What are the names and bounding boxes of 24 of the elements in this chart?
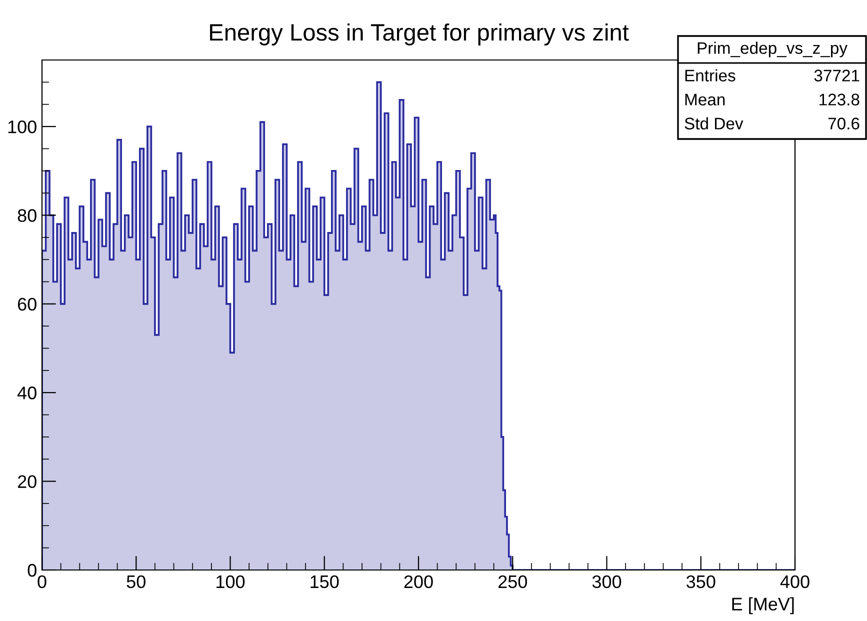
x-tick-label: 200 [404, 575, 433, 588]
y-tick-label: 60 [18, 298, 36, 311]
y-tick-label: 40 [17, 386, 36, 400]
y-tick-label: 100 [8, 120, 36, 134]
annotation: Std Dev [684, 117, 744, 130]
chart-title: Energy Loss in Target for primary vs zint [210, 23, 629, 46]
text: 37721 [814, 70, 860, 82]
x-tick-label: 50 [126, 575, 146, 588]
y-tick-label: 20 [18, 475, 36, 488]
x-tick-label: 100 [216, 575, 245, 588]
x-tick-label: 350 [686, 575, 716, 588]
y-tick-label: 0 [28, 564, 36, 577]
x-axis-title: E [MeV] [732, 597, 794, 614]
annotation: Entries [685, 69, 736, 82]
x-tick-label: 250 [498, 575, 527, 588]
annotation: Mean [685, 94, 725, 106]
text: 70.6 [828, 118, 860, 130]
text: 123.8 [820, 94, 860, 106]
x-tick-label: 300 [592, 575, 622, 588]
text: Prim_edep_vs_z_py [698, 42, 848, 58]
x-tick-label: 0 [38, 575, 46, 588]
y-tick-label: 80 [18, 209, 36, 222]
x-tick-label: 150 [310, 575, 339, 588]
x-tick-label: 400 [780, 575, 810, 588]
